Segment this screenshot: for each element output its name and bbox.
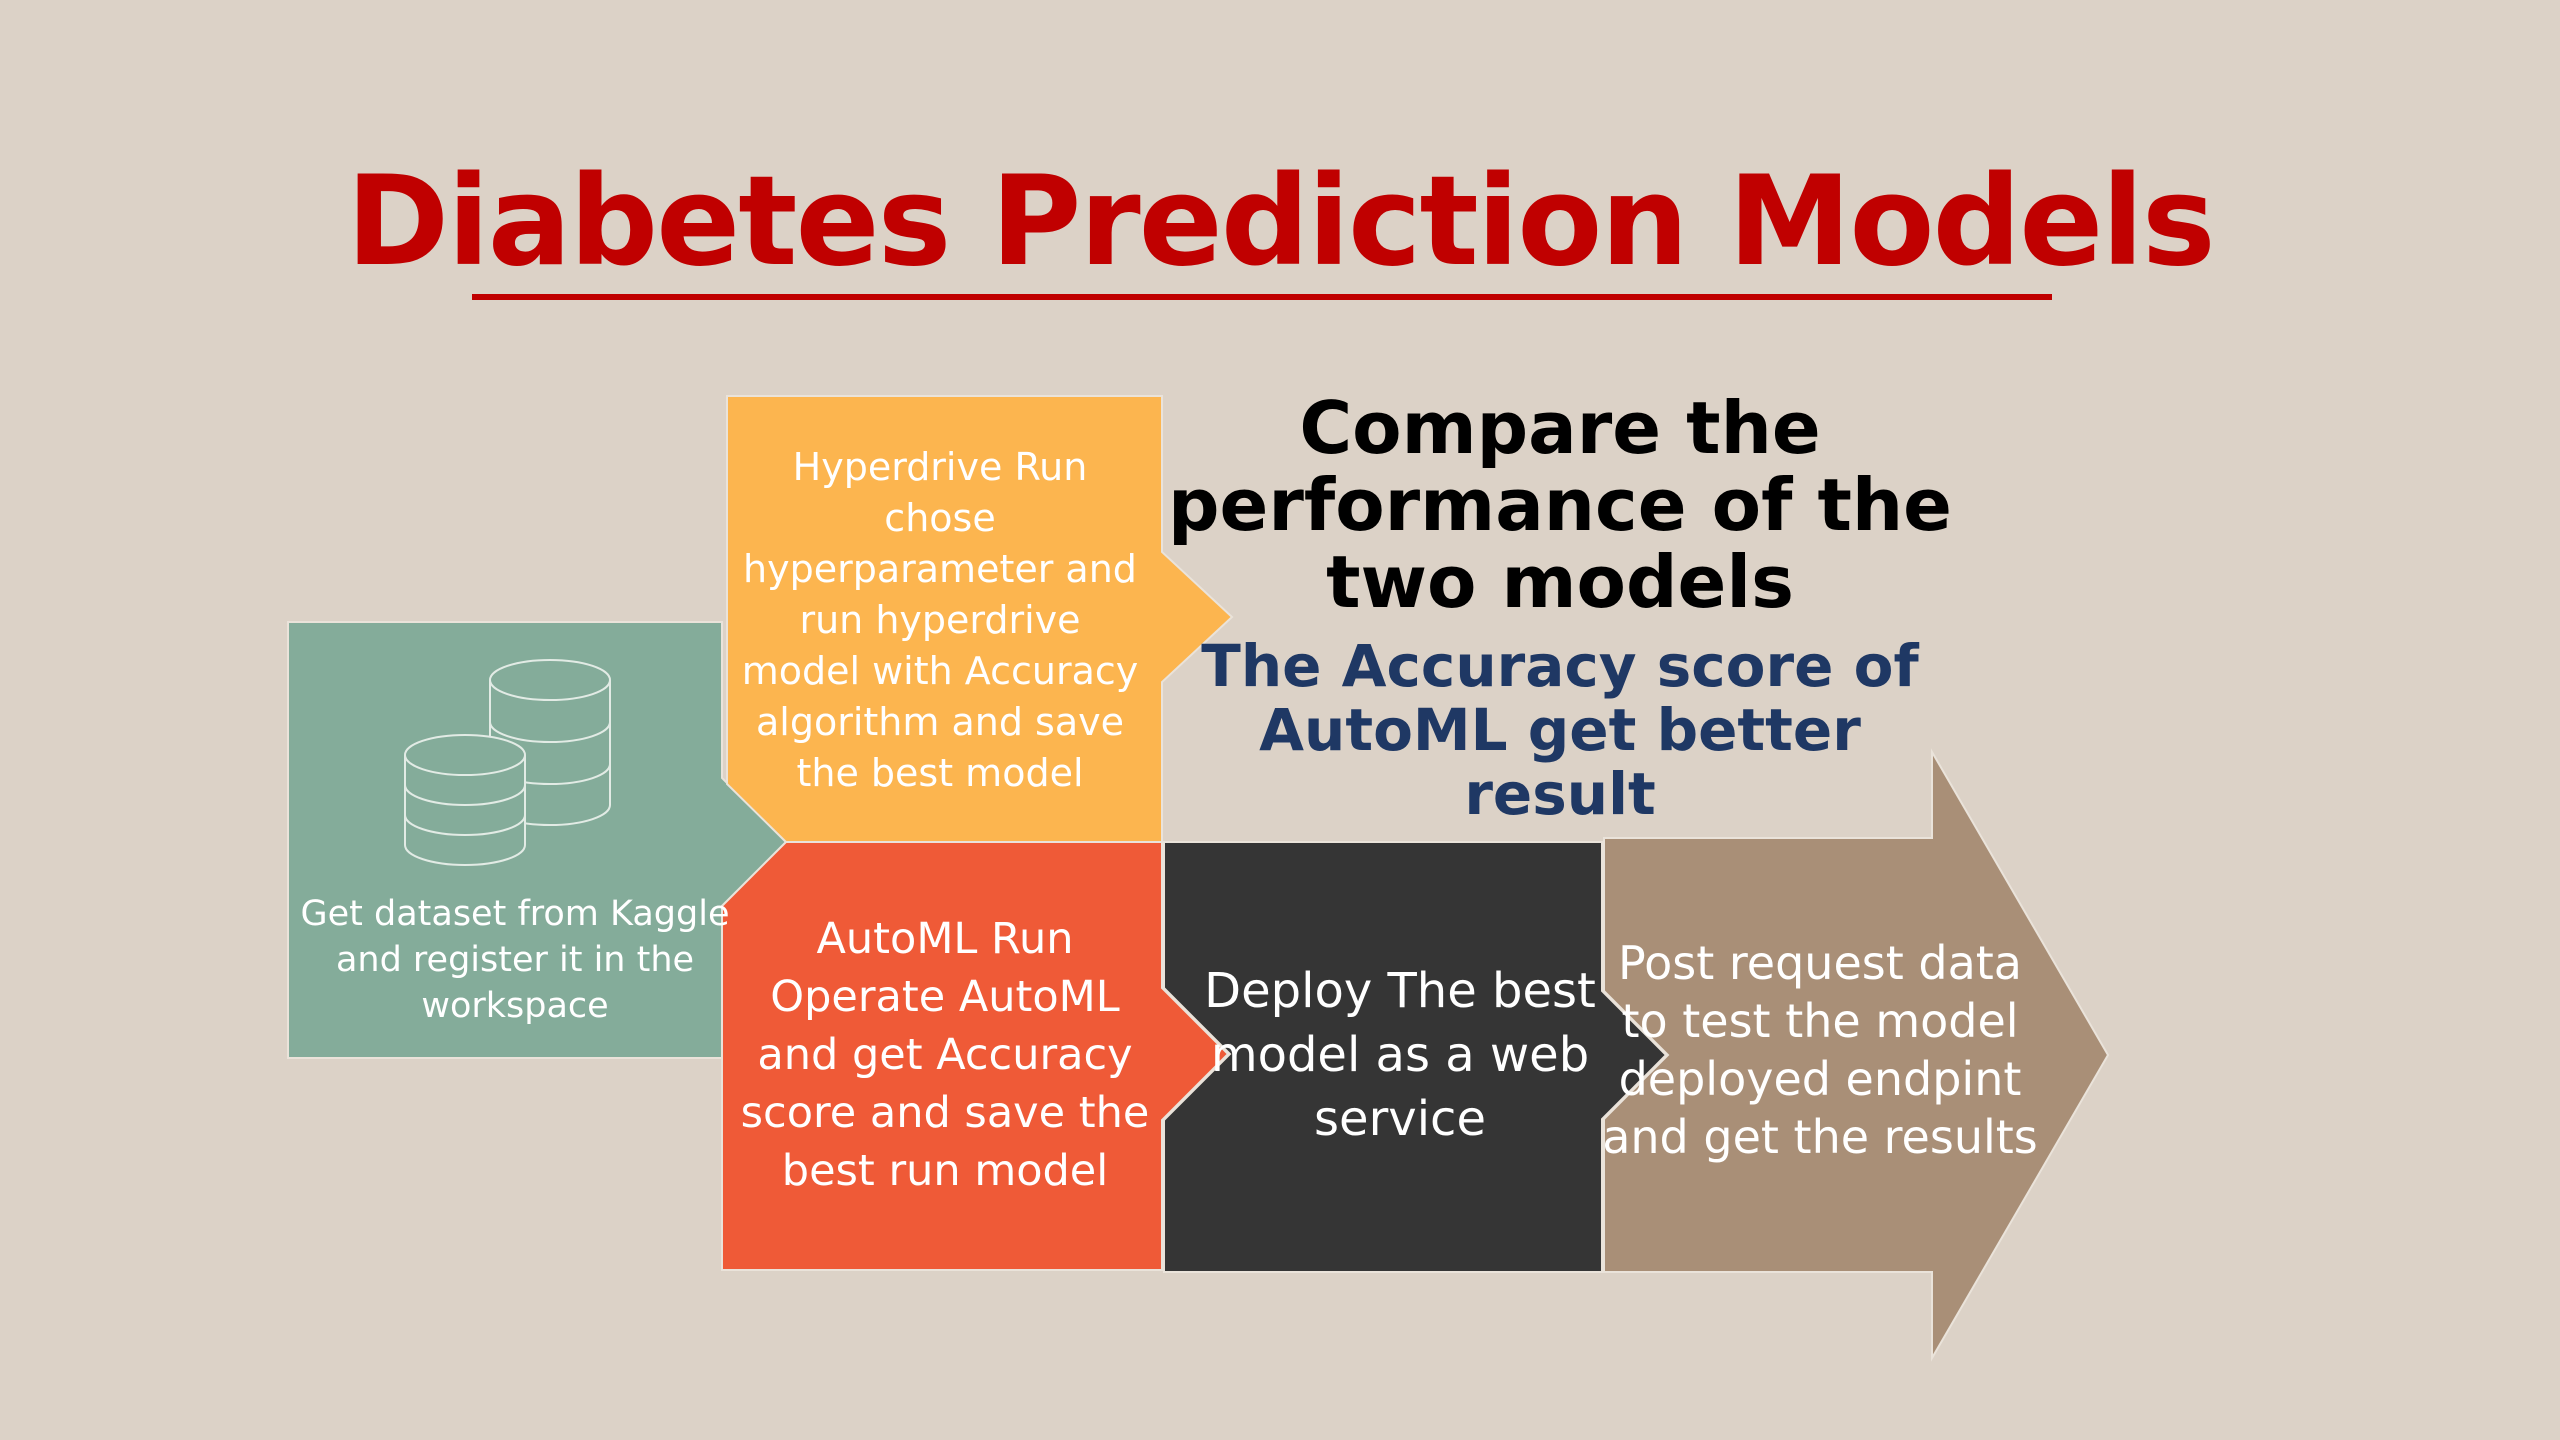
step-hyperdrive-shape	[726, 395, 1234, 843]
compare-heading: Compare the performance of the two model…	[1168, 386, 1952, 624]
step-automl-shape	[721, 841, 1230, 1271]
step-hyperdrive-label: Hyperdrive Run chose hyperparameter and …	[741, 444, 1139, 795]
step-automl-label: AutoML Run Operate AutoML and get Accura…	[740, 914, 1150, 1196]
step-dataset-label: Get dataset from Kaggle and register it …	[300, 894, 730, 1026]
step-deploy-shape	[1163, 841, 1668, 1273]
result-statement: The Accuracy score of AutoML get better …	[1201, 632, 1919, 828]
title-underline	[472, 294, 2052, 300]
page-title: Diabetes Prediction Models	[346, 150, 2215, 294]
database-icon	[404, 659, 611, 866]
step-post-label: Post request data to test the model depl…	[1602, 936, 2038, 1164]
step-post-arrow-shape	[1603, 748, 2110, 1362]
step-deploy-label: Deploy The best model as a web service	[1204, 963, 1596, 1147]
